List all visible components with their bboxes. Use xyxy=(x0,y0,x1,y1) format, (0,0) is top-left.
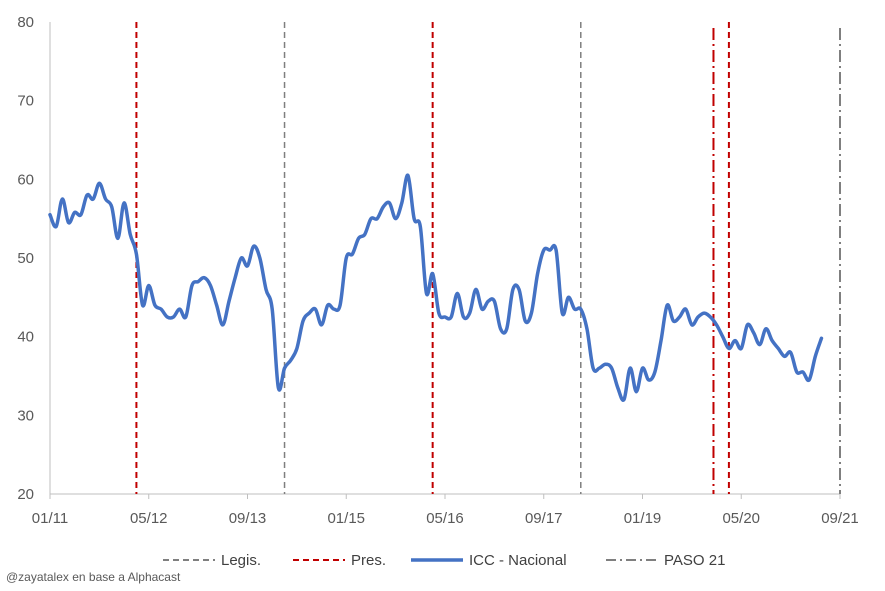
legend-label: ICC - Nacional xyxy=(469,552,567,569)
legend-label: Legis. xyxy=(221,552,261,569)
x-tick-label: 09/21 xyxy=(821,510,859,527)
x-tick-label: 01/19 xyxy=(624,510,662,527)
y-tick-label: 70 xyxy=(17,93,34,110)
series-layer xyxy=(48,173,824,402)
x-axis-tick-labels: 01/11 05/12 09/13 01/15 05/16 09/17 01/19 05/20… xyxy=(32,510,859,527)
credit-text: @zayatalex en base a Alphacast xyxy=(6,570,181,584)
x-tick-label: 01/11 xyxy=(32,510,68,527)
y-tick-label: 80 xyxy=(17,14,34,31)
y-tick-label: 20 xyxy=(17,486,34,503)
y-axis-tick-labels: 20 30 40 50 60 70 80 xyxy=(17,14,34,503)
legend-label: PASO 21 xyxy=(664,552,725,569)
legend: Legis. Pres. ICC - Nacional PASO 21 xyxy=(163,552,725,569)
x-tick-label: 09/13 xyxy=(229,510,267,527)
y-tick-label: 40 xyxy=(17,329,34,346)
series-line-icc-nacional xyxy=(48,173,824,402)
x-tick-label: 05/20 xyxy=(722,510,760,527)
y-tick-label: 60 xyxy=(17,171,34,188)
x-tick-label: 01/15 xyxy=(327,510,365,527)
y-tick-label: 50 xyxy=(17,250,34,267)
x-tick-label: 09/17 xyxy=(525,510,563,527)
x-tick-label: 05/12 xyxy=(130,510,168,527)
axes xyxy=(49,22,841,499)
y-tick-label: 30 xyxy=(17,407,34,424)
x-tick-label: 05/16 xyxy=(426,510,464,527)
legend-label: Pres. xyxy=(351,552,386,569)
